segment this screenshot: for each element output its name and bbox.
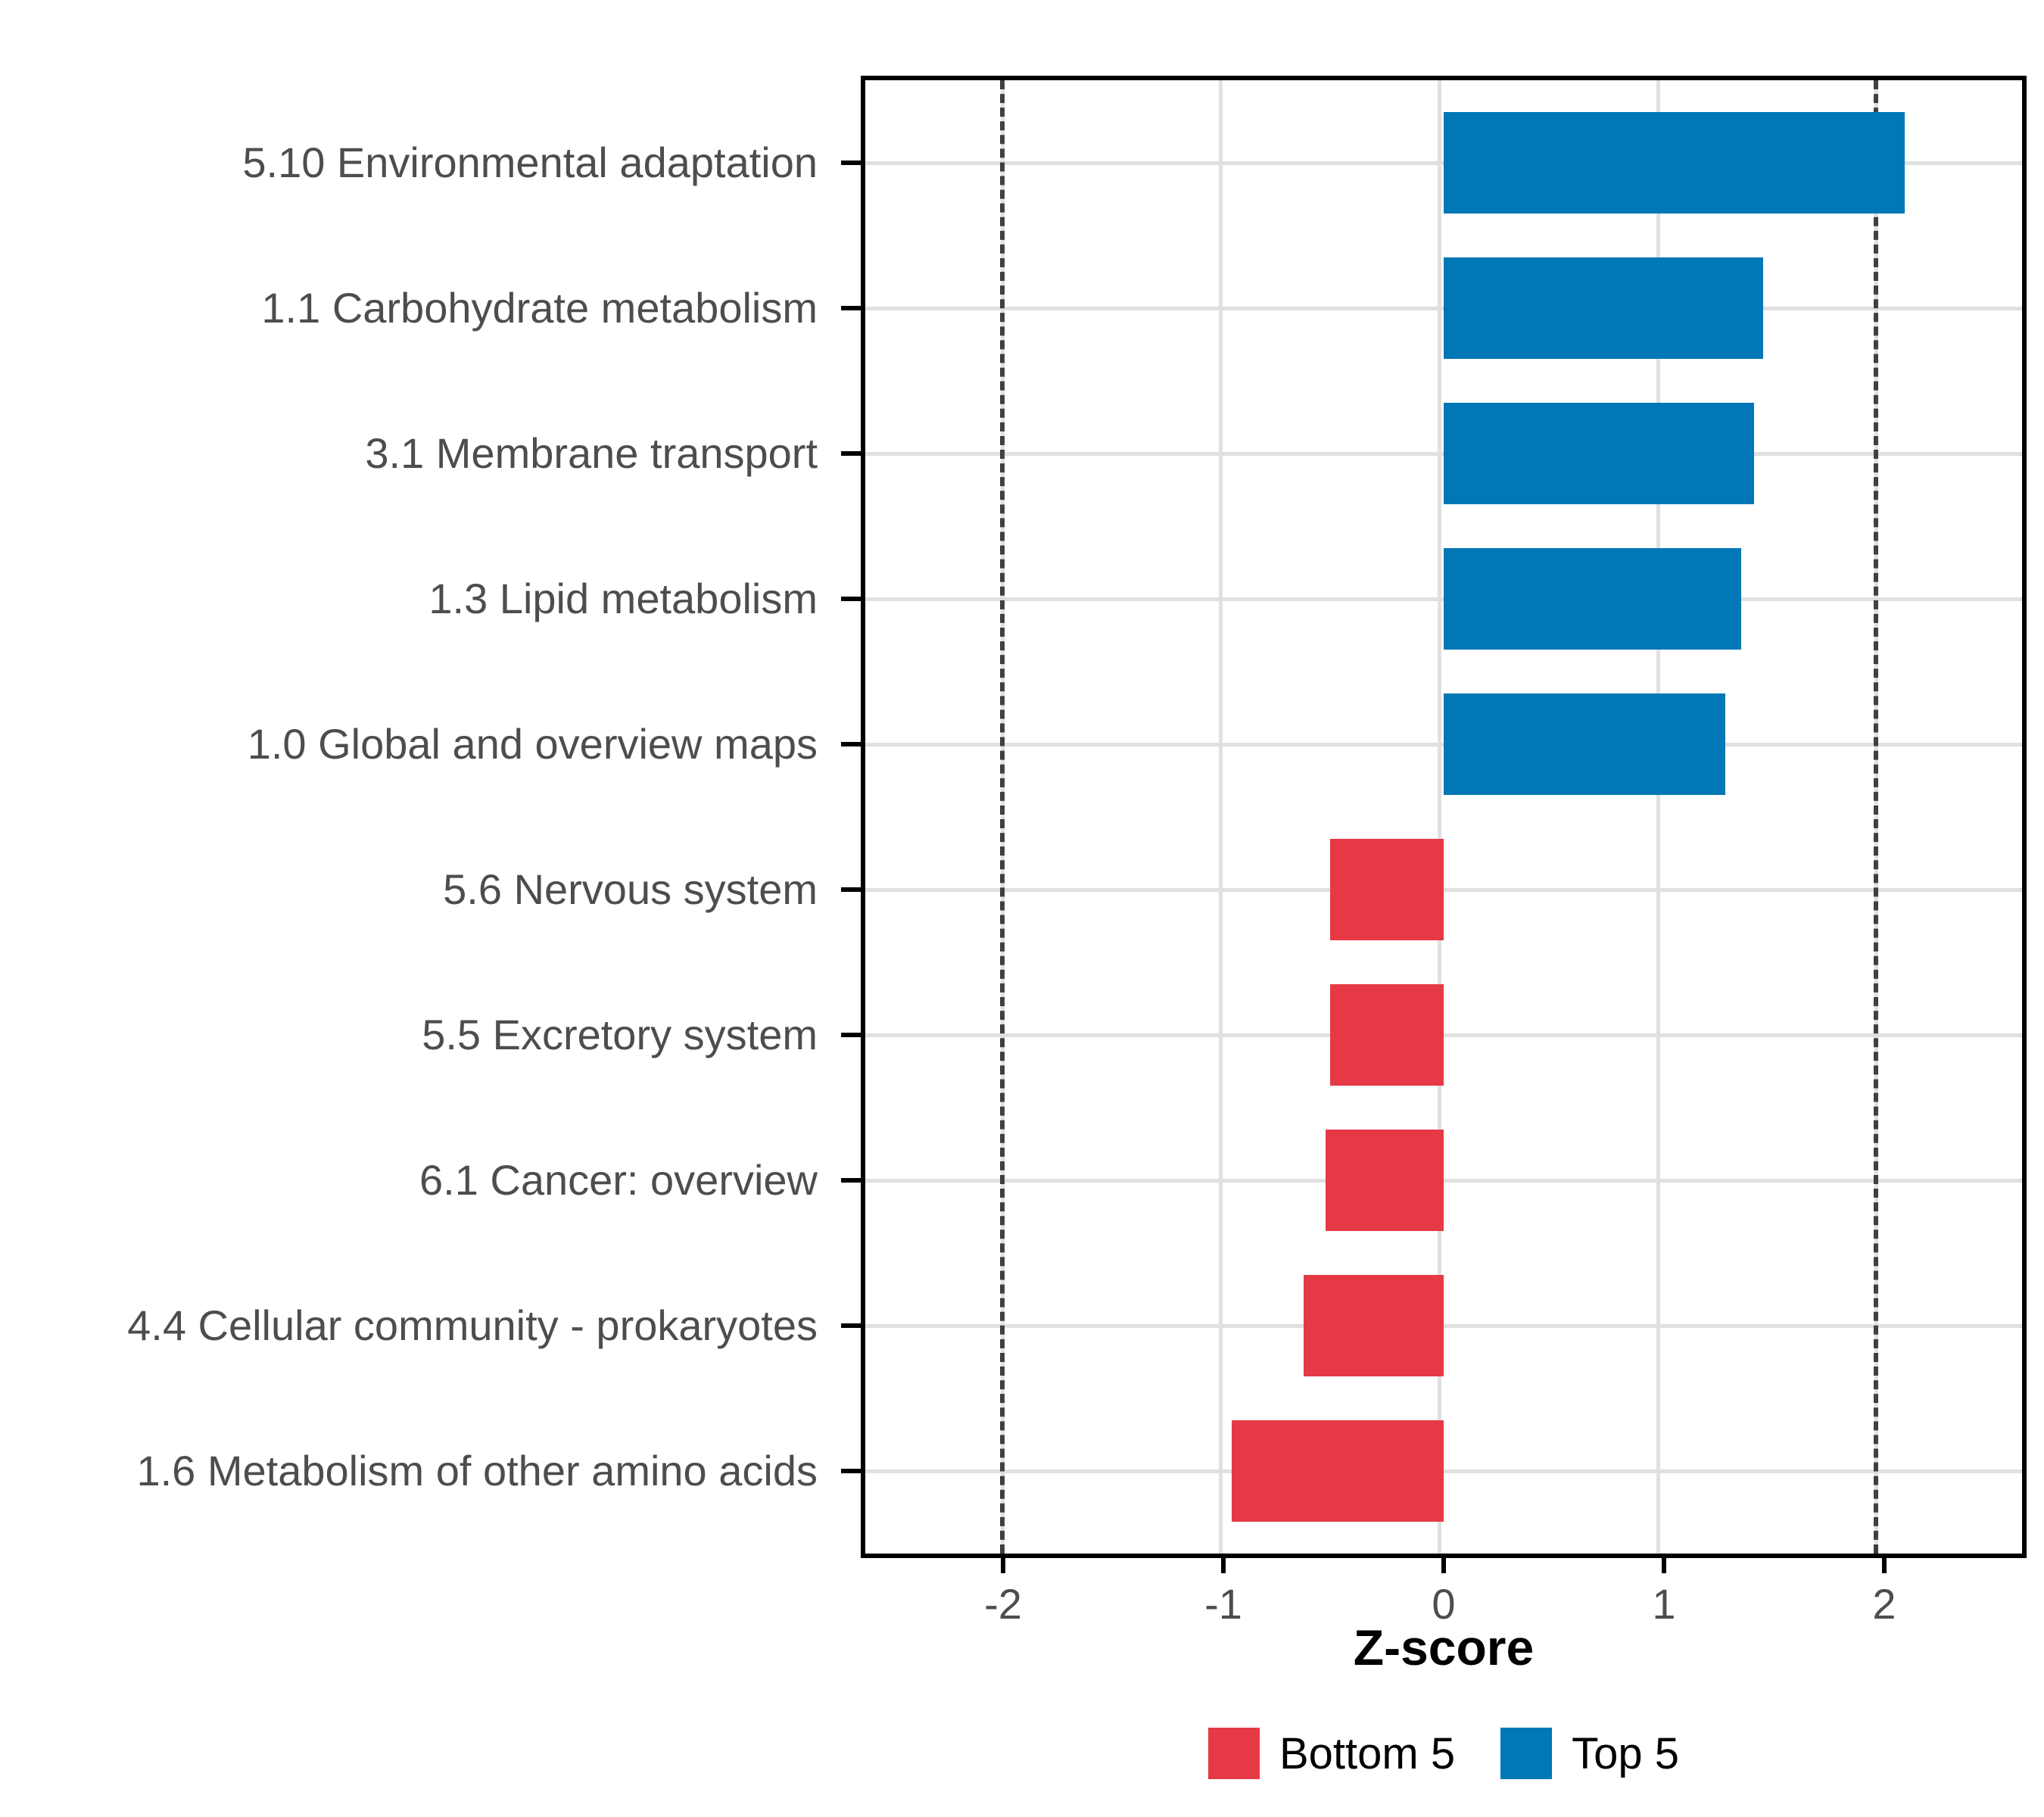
legend-item-top5: Top 5 xyxy=(1500,1728,1679,1779)
legend-label-bottom5: Bottom 5 xyxy=(1279,1728,1456,1778)
top5-swatch xyxy=(1500,1728,1553,1779)
y-axis-label: 4.4 Cellular community - prokaryotes xyxy=(127,1301,818,1349)
y-tick-mark xyxy=(841,887,861,892)
y-tick-mark xyxy=(841,306,861,311)
h-gridline xyxy=(865,1178,2022,1183)
x-tick-mark xyxy=(1000,1558,1005,1573)
h-gridline xyxy=(865,887,2022,892)
h-gridline xyxy=(865,1469,2022,1473)
bar-top5 xyxy=(1444,548,1741,650)
y-axis-label: 5.5 Excretory system xyxy=(422,1010,818,1058)
y-tick-mark xyxy=(841,742,861,747)
y-axis-label: 1.6 Metabolism of other amino acids xyxy=(136,1446,818,1494)
x-tick-mark xyxy=(1662,1558,1666,1573)
x-tick-mark xyxy=(1441,1558,1446,1573)
y-tick-mark xyxy=(841,1177,861,1183)
y-axis-label: 1.1 Carbohydrate metabolism xyxy=(261,284,818,332)
x-tick-mark xyxy=(1220,1558,1226,1573)
y-axis-label: 5.10 Environmental adaptation xyxy=(242,139,818,187)
x-tick-label: -2 xyxy=(984,1580,1022,1628)
y-axis-label: 6.1 Cancer: overview xyxy=(419,1155,818,1204)
reference-line xyxy=(999,80,1005,1554)
legend-item-bottom5: Bottom 5 xyxy=(1207,1728,1456,1779)
y-axis-label: 1.3 Lipid metabolism xyxy=(428,575,818,623)
x-axis-title: Z-score xyxy=(1353,1619,1535,1675)
bar-top5 xyxy=(1444,693,1726,796)
x-tick-mark xyxy=(1882,1558,1887,1573)
bar-top5 xyxy=(1444,403,1754,505)
reference-line xyxy=(1874,80,1879,1554)
y-tick-mark xyxy=(841,1032,861,1037)
x-tick-label: -1 xyxy=(1204,1580,1242,1628)
bar-top5 xyxy=(1444,257,1763,360)
v-gridline xyxy=(1219,80,1223,1554)
legend: Bottom 5 Top 5 xyxy=(861,1728,2027,1779)
bar-bottom5 xyxy=(1329,983,1444,1086)
y-tick-mark xyxy=(841,597,861,602)
y-tick-mark xyxy=(841,451,861,457)
plot-panel xyxy=(861,76,2027,1558)
y-tick-mark xyxy=(841,161,861,166)
bar-bottom5 xyxy=(1326,1129,1444,1231)
h-gridline xyxy=(865,1033,2022,1037)
v-gridline xyxy=(1438,80,1441,1554)
x-tick-label: 1 xyxy=(1652,1580,1676,1628)
bar-bottom5 xyxy=(1329,838,1444,940)
y-axis-label: 1.0 Global and overview maps xyxy=(247,720,818,768)
x-tick-label: 2 xyxy=(1872,1580,1896,1628)
y-tick-mark xyxy=(841,1468,861,1473)
x-tick-label: 0 xyxy=(1432,1580,1456,1628)
legend-label-top5: Top 5 xyxy=(1572,1728,1679,1778)
y-tick-mark xyxy=(841,1323,861,1328)
y-axis-label: 3.1 Membrane transport xyxy=(365,429,818,478)
h-gridline xyxy=(865,1323,2022,1328)
bar-bottom5 xyxy=(1231,1420,1444,1522)
bottom5-swatch xyxy=(1207,1728,1260,1779)
bar-top5 xyxy=(1444,112,1905,214)
y-axis-label: 5.6 Nervous system xyxy=(443,865,818,913)
v-gridline xyxy=(1656,80,1660,1554)
bar-bottom5 xyxy=(1304,1274,1444,1376)
